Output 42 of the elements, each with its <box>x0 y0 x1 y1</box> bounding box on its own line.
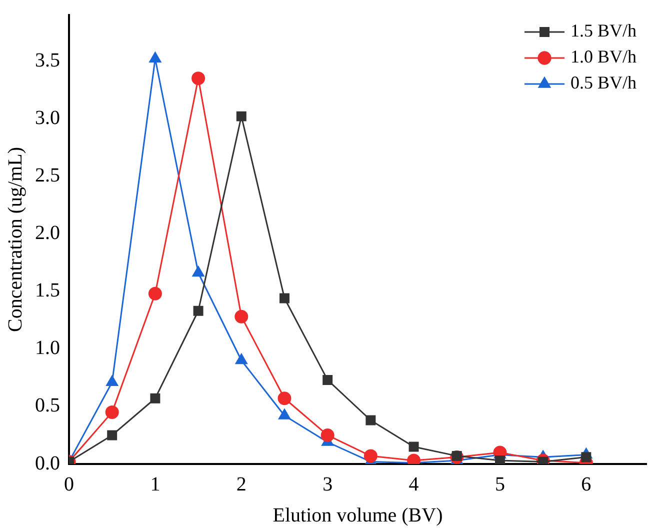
point <box>320 428 334 442</box>
point <box>278 408 290 420</box>
legend-label: 1.0 BV/h <box>570 46 637 67</box>
point <box>234 310 248 324</box>
x-tick-label: 1 <box>150 473 160 496</box>
point <box>366 415 376 426</box>
point <box>193 306 204 316</box>
x-tick-label: 2 <box>236 473 246 496</box>
point <box>150 393 160 404</box>
y-tick-label: 1.0 <box>35 337 60 360</box>
point <box>107 430 118 440</box>
point <box>106 376 118 386</box>
point <box>581 452 592 462</box>
y-tick-label: 0.0 <box>35 452 60 474</box>
legend-label: 1.5 BV/h <box>570 20 637 41</box>
legend-label: 0.5 BV/h <box>570 72 637 93</box>
y-tick-label: 1.5 <box>35 280 60 302</box>
y-tick-label: 2.0 <box>35 222 60 244</box>
x-tick-label: 5 <box>494 473 505 496</box>
point <box>408 442 419 452</box>
x-tick-label: 6 <box>581 473 592 496</box>
y-tick-label: 2.5 <box>35 164 60 186</box>
point <box>105 405 119 419</box>
point <box>148 286 162 300</box>
point <box>322 374 333 385</box>
x-tick-label: 0 <box>64 473 74 496</box>
point <box>192 266 204 277</box>
y-tick-label: 3.5 <box>35 49 60 72</box>
point <box>278 392 292 406</box>
point <box>279 293 290 304</box>
point <box>236 111 246 122</box>
point <box>192 72 206 86</box>
point <box>538 456 548 464</box>
y-tick-label: 0.5 <box>35 394 60 417</box>
point <box>235 354 248 364</box>
x-axis-title: Elution volume (BV) <box>272 504 443 526</box>
point <box>364 449 378 463</box>
x-tick-label: 3 <box>322 473 333 496</box>
y-axis-title: Concentration (ug/mL) <box>4 147 26 332</box>
x-tick-label: 4 <box>408 473 419 496</box>
point <box>494 456 505 464</box>
y-tick-label: 3.0 <box>35 106 60 129</box>
